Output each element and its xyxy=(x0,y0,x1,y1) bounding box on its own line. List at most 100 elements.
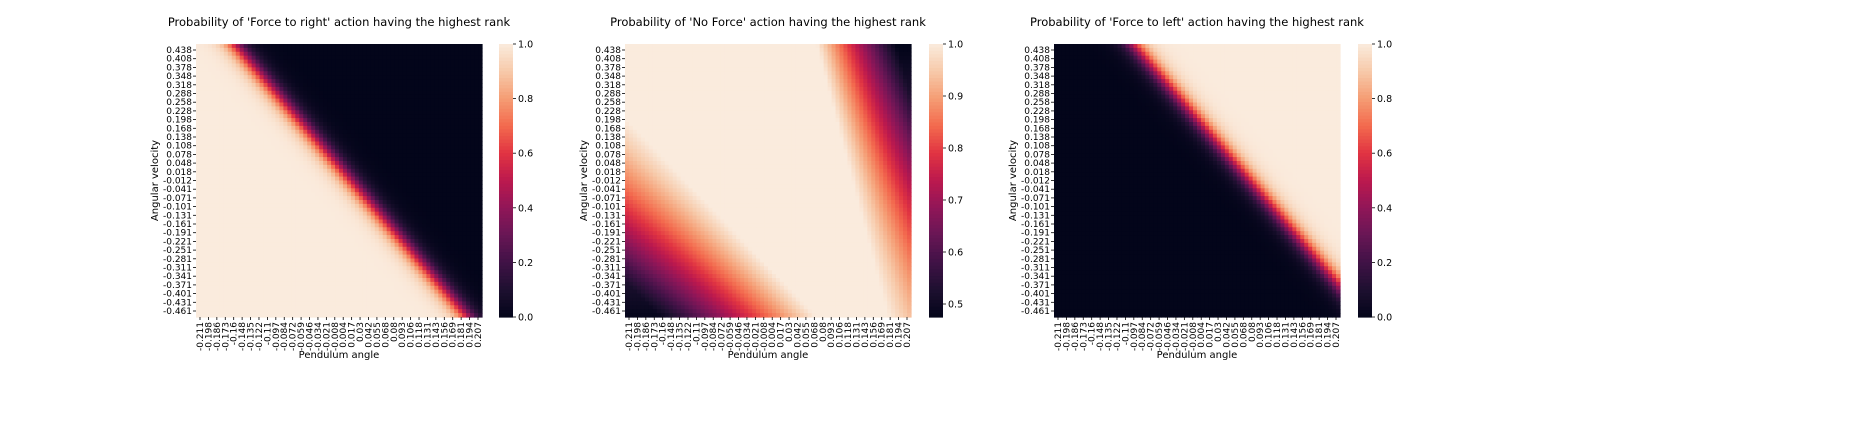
heatmap-cell xyxy=(386,274,392,279)
heatmap-cell xyxy=(196,114,201,119)
heatmap-cell xyxy=(327,51,332,57)
heatmap-cell xyxy=(434,192,439,197)
heatmap-cell xyxy=(366,219,372,224)
heatmap-cell xyxy=(354,67,360,72)
heatmap-cell xyxy=(370,125,376,131)
heatmap-cell xyxy=(418,274,424,279)
heatmap-cell xyxy=(271,145,277,150)
heatmap-cell xyxy=(303,180,308,185)
heatmap-cell xyxy=(263,192,269,197)
heatmap-cell xyxy=(370,161,376,166)
heatmap-cell xyxy=(299,63,304,68)
heatmap-cell xyxy=(235,242,241,248)
heatmap-cell xyxy=(267,59,273,65)
heatmap-cell xyxy=(223,59,229,65)
heatmap-cell xyxy=(378,278,384,283)
heatmap-cell xyxy=(386,250,392,256)
heatmap-cell xyxy=(307,51,312,57)
heatmap-cell xyxy=(370,278,376,283)
heatmap-cell xyxy=(291,125,296,131)
heatmap-cell xyxy=(346,172,352,178)
heatmap-cell xyxy=(386,106,392,111)
heatmap-cell xyxy=(331,246,336,252)
heatmap-cell xyxy=(478,285,483,291)
heatmap-cell xyxy=(275,98,281,104)
heatmap-cell xyxy=(311,149,316,154)
heatmap-cell xyxy=(478,86,483,92)
heatmap-cell xyxy=(386,281,392,287)
heatmap-cell xyxy=(366,231,372,236)
heatmap-cell xyxy=(454,227,459,232)
heatmap-cell xyxy=(418,211,424,217)
heatmap-cell xyxy=(291,258,296,263)
heatmap-cell xyxy=(271,219,277,224)
heatmap-cell xyxy=(239,114,245,119)
heatmap-cell xyxy=(362,309,368,314)
heatmap-cell xyxy=(398,44,404,49)
heatmap-cell xyxy=(235,215,241,221)
heatmap-cell xyxy=(323,114,328,119)
heatmap-cell xyxy=(299,90,304,96)
heatmap-cell xyxy=(199,219,205,224)
heatmap-cell xyxy=(291,270,296,275)
heatmap-cell xyxy=(430,79,435,84)
heatmap-cell xyxy=(283,114,288,119)
heatmap-cell xyxy=(354,192,360,197)
heatmap-cell xyxy=(283,90,288,96)
heatmap-cell xyxy=(199,297,205,302)
heatmap-cell xyxy=(247,207,253,213)
heatmap-cell xyxy=(410,75,416,80)
heatmap-cell xyxy=(382,278,388,283)
heatmap-cell xyxy=(259,301,265,306)
heatmap-cell xyxy=(390,122,396,127)
heatmap-cell xyxy=(227,313,233,318)
heatmap-cell xyxy=(295,250,300,256)
heatmap-cell xyxy=(430,246,435,252)
heatmap-cell xyxy=(311,180,316,185)
heatmap-cell xyxy=(239,262,245,267)
heatmap-cell xyxy=(398,196,404,201)
heatmap-cell xyxy=(402,188,408,193)
heatmap-cell xyxy=(211,122,217,127)
heatmap-cell xyxy=(374,207,380,213)
heatmap-cell xyxy=(430,172,435,178)
heatmap-cell xyxy=(394,278,400,283)
heatmap-cell xyxy=(446,196,451,201)
heatmap-cell xyxy=(319,242,324,248)
heatmap-cell xyxy=(342,102,348,107)
heatmap-cell xyxy=(410,203,416,209)
heatmap-cell xyxy=(458,94,463,100)
heatmap-cell xyxy=(362,59,368,65)
heatmap-cell xyxy=(223,67,229,72)
heatmap-cell xyxy=(374,86,380,92)
heatmap-cell xyxy=(434,270,439,275)
heatmap-cell xyxy=(414,102,420,107)
heatmap-cell xyxy=(350,153,356,158)
heatmap-cell xyxy=(346,71,352,76)
heatmap-cell xyxy=(450,211,455,217)
heatmap-cell xyxy=(342,125,348,131)
heatmap-cell xyxy=(255,281,261,287)
heatmap-cell xyxy=(243,86,249,92)
heatmap-cell xyxy=(223,98,229,104)
heatmap-cell xyxy=(231,285,237,291)
heatmap-cell xyxy=(251,149,257,154)
heatmap-cell xyxy=(231,86,237,92)
heatmap-cell xyxy=(382,309,388,314)
heatmap-cell xyxy=(458,122,463,127)
heatmap-cell xyxy=(327,254,332,260)
heatmap-cell xyxy=(255,188,261,193)
heatmap-cell xyxy=(239,118,245,123)
heatmap-cell xyxy=(307,200,312,205)
heatmap-cell xyxy=(331,242,336,248)
heatmap-cell xyxy=(339,102,344,107)
heatmap-cell xyxy=(454,161,459,166)
heatmap-cell xyxy=(211,301,217,306)
heatmap-cell xyxy=(307,196,312,201)
heatmap-cell xyxy=(378,168,384,174)
heatmap-cell xyxy=(211,281,217,287)
heatmap-cell xyxy=(354,207,360,213)
heatmap-cell xyxy=(398,211,404,217)
heatmap-cell xyxy=(422,305,427,310)
heatmap-cell xyxy=(263,129,269,135)
